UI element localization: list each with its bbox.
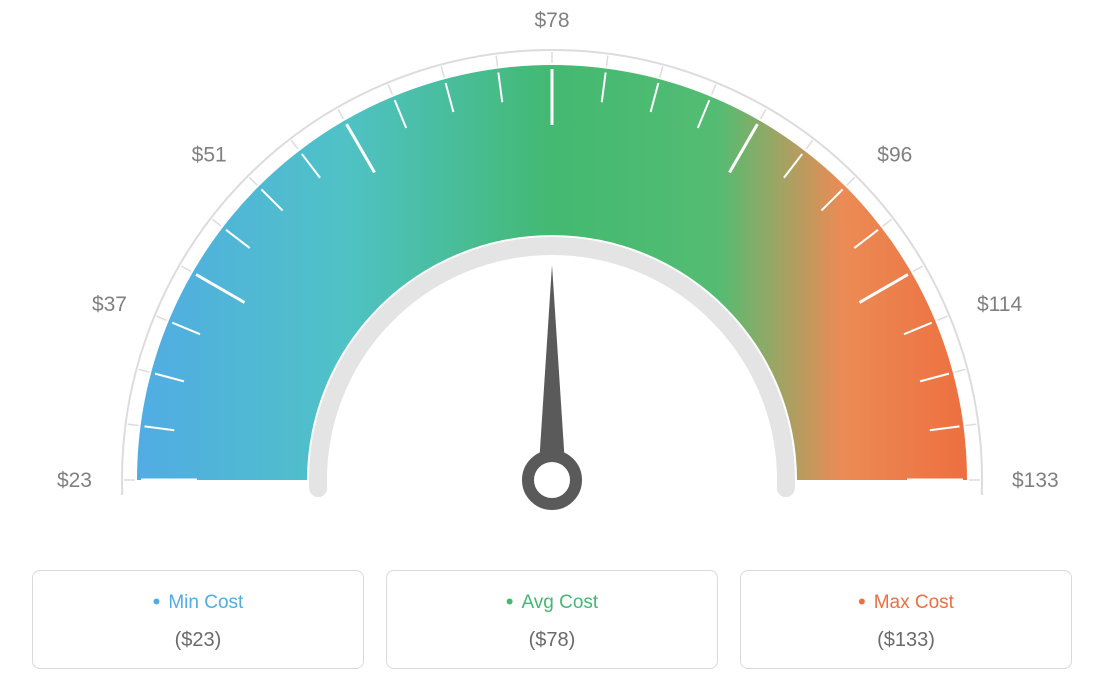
legend-card-avg: Avg Cost ($78)	[386, 570, 718, 669]
gauge-svg: $23 $37 $51 $78 $96 $114 $133	[0, 0, 1104, 560]
svg-text:$114: $114	[977, 293, 1022, 316]
legend-min-value: ($23)	[51, 629, 345, 652]
legend-avg-label: Avg Cost	[405, 589, 699, 615]
legend-card-max: Max Cost ($133)	[740, 570, 1072, 669]
legend-max-label: Max Cost	[759, 589, 1053, 615]
svg-text:$51: $51	[192, 144, 227, 167]
svg-text:$23: $23	[57, 469, 92, 492]
legend-card-min: Min Cost ($23)	[32, 570, 364, 669]
svg-text:$96: $96	[877, 144, 912, 167]
legend-min-label: Min Cost	[51, 589, 345, 615]
svg-text:$78: $78	[534, 9, 569, 32]
svg-text:$37: $37	[92, 293, 127, 316]
svg-text:$133: $133	[1012, 469, 1059, 492]
legend-row: Min Cost ($23) Avg Cost ($78) Max Cost (…	[32, 570, 1072, 669]
cost-gauge-chart: $23 $37 $51 $78 $96 $114 $133	[0, 0, 1104, 560]
legend-max-value: ($133)	[759, 629, 1053, 652]
legend-avg-value: ($78)	[405, 629, 699, 652]
